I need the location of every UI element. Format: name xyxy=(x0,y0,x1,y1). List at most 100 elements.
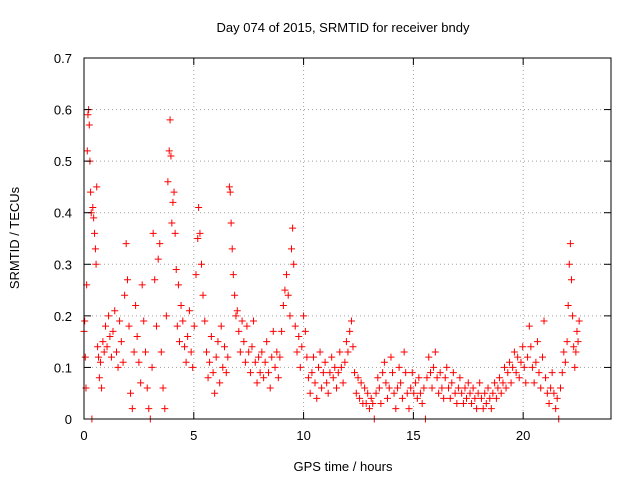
data-point-plus xyxy=(328,353,336,361)
data-point-plus xyxy=(96,358,104,366)
data-point-plus xyxy=(170,188,178,196)
data-point-plus xyxy=(362,400,370,408)
data-point-plus xyxy=(258,348,266,356)
data-point-plus xyxy=(385,384,393,392)
data-point-plus xyxy=(207,332,215,340)
y-tick-label: 0 xyxy=(65,412,72,427)
data-point-plus xyxy=(491,379,499,387)
data-point-plus xyxy=(563,338,571,346)
data-point-plus xyxy=(91,229,99,237)
data-point-plus xyxy=(174,281,182,289)
data-point-plus xyxy=(542,374,550,382)
data-point-plus xyxy=(148,363,156,371)
data-point-plus xyxy=(420,384,428,392)
data-point-plus xyxy=(130,348,138,356)
data-point-plus xyxy=(436,369,444,377)
data-point-plus xyxy=(140,317,148,325)
data-point-plus xyxy=(296,363,304,371)
data-point-plus xyxy=(231,291,239,299)
data-point-plus xyxy=(85,121,93,129)
data-point-plus xyxy=(125,322,133,330)
data-point-plus xyxy=(337,363,345,371)
data-point-plus xyxy=(192,271,200,279)
data-point-plus xyxy=(372,389,380,397)
data-point-plus xyxy=(251,358,259,366)
data-point-plus xyxy=(288,245,296,253)
data-point-plus xyxy=(204,374,212,382)
data-point-plus xyxy=(492,394,500,402)
data-point-plus xyxy=(441,374,449,382)
data-point-plus xyxy=(564,302,572,310)
data-point-plus xyxy=(166,116,174,124)
data-point-plus xyxy=(342,338,350,346)
data-point-plus xyxy=(119,358,127,366)
data-point-plus xyxy=(99,338,107,346)
data-point-plus xyxy=(533,338,541,346)
data-point-plus xyxy=(278,327,286,335)
data-point-plus xyxy=(435,389,443,397)
data-point-plus xyxy=(433,374,441,382)
data-point-plus xyxy=(195,204,203,212)
data-point-plus xyxy=(451,389,459,397)
data-point-plus xyxy=(413,394,421,402)
data-point-plus xyxy=(112,348,120,356)
data-point-plus xyxy=(313,394,321,402)
data-point-plus xyxy=(209,369,217,377)
data-point-plus xyxy=(311,379,319,387)
data-point-plus xyxy=(394,384,402,392)
data-point-plus xyxy=(334,369,342,377)
data-point-plus xyxy=(566,240,574,248)
data-point-plus xyxy=(517,358,525,366)
data-point-plus xyxy=(556,384,564,392)
data-point-plus xyxy=(514,353,522,361)
data-point-plus xyxy=(300,312,308,320)
data-point-plus xyxy=(324,389,332,397)
data-point-plus xyxy=(295,332,303,340)
data-point-plus xyxy=(308,369,316,377)
data-point-plus xyxy=(177,302,185,310)
data-point-plus xyxy=(298,343,306,351)
data-point-plus xyxy=(407,384,415,392)
data-point-plus xyxy=(291,322,299,330)
data-point-plus xyxy=(379,369,387,377)
data-point-plus xyxy=(274,374,282,382)
data-point-plus xyxy=(416,389,424,397)
data-point-plus xyxy=(499,379,507,387)
data-point-plus xyxy=(117,338,125,346)
data-point-plus xyxy=(341,358,349,366)
data-point-plus xyxy=(165,147,173,155)
data-point-plus xyxy=(440,394,448,402)
data-point-plus xyxy=(168,219,176,227)
data-point-plus xyxy=(448,379,456,387)
data-point-plus xyxy=(509,363,517,371)
data-point-plus xyxy=(304,374,312,382)
data-point-plus xyxy=(187,348,195,356)
data-point-plus xyxy=(339,379,347,387)
x-tick-label: 5 xyxy=(190,428,197,443)
data-point-plus xyxy=(281,286,289,294)
data-point-plus xyxy=(403,389,411,397)
data-point-plus xyxy=(572,348,580,356)
y-tick-label: 0.7 xyxy=(54,51,72,66)
data-point-plus xyxy=(171,229,179,237)
data-point-plus xyxy=(145,405,153,413)
data-point-plus xyxy=(149,229,157,237)
data-point-plus xyxy=(453,400,461,408)
x-tick-label: 0 xyxy=(80,428,87,443)
data-point-plus xyxy=(477,394,485,402)
data-point-plus xyxy=(507,379,515,387)
data-point-plus xyxy=(382,379,390,387)
data-point-plus xyxy=(351,369,359,377)
data-point-plus xyxy=(528,363,536,371)
data-point-plus xyxy=(415,374,423,382)
data-point-plus xyxy=(361,384,369,392)
data-point-plus xyxy=(226,188,234,196)
data-point-plus xyxy=(389,369,397,377)
data-point-plus xyxy=(127,389,135,397)
data-point-plus xyxy=(282,271,290,279)
data-point-plus xyxy=(91,245,99,253)
data-point-plus xyxy=(243,322,251,330)
data-point-plus xyxy=(196,229,204,237)
data-point-plus xyxy=(98,384,106,392)
data-point-plus xyxy=(169,198,177,206)
